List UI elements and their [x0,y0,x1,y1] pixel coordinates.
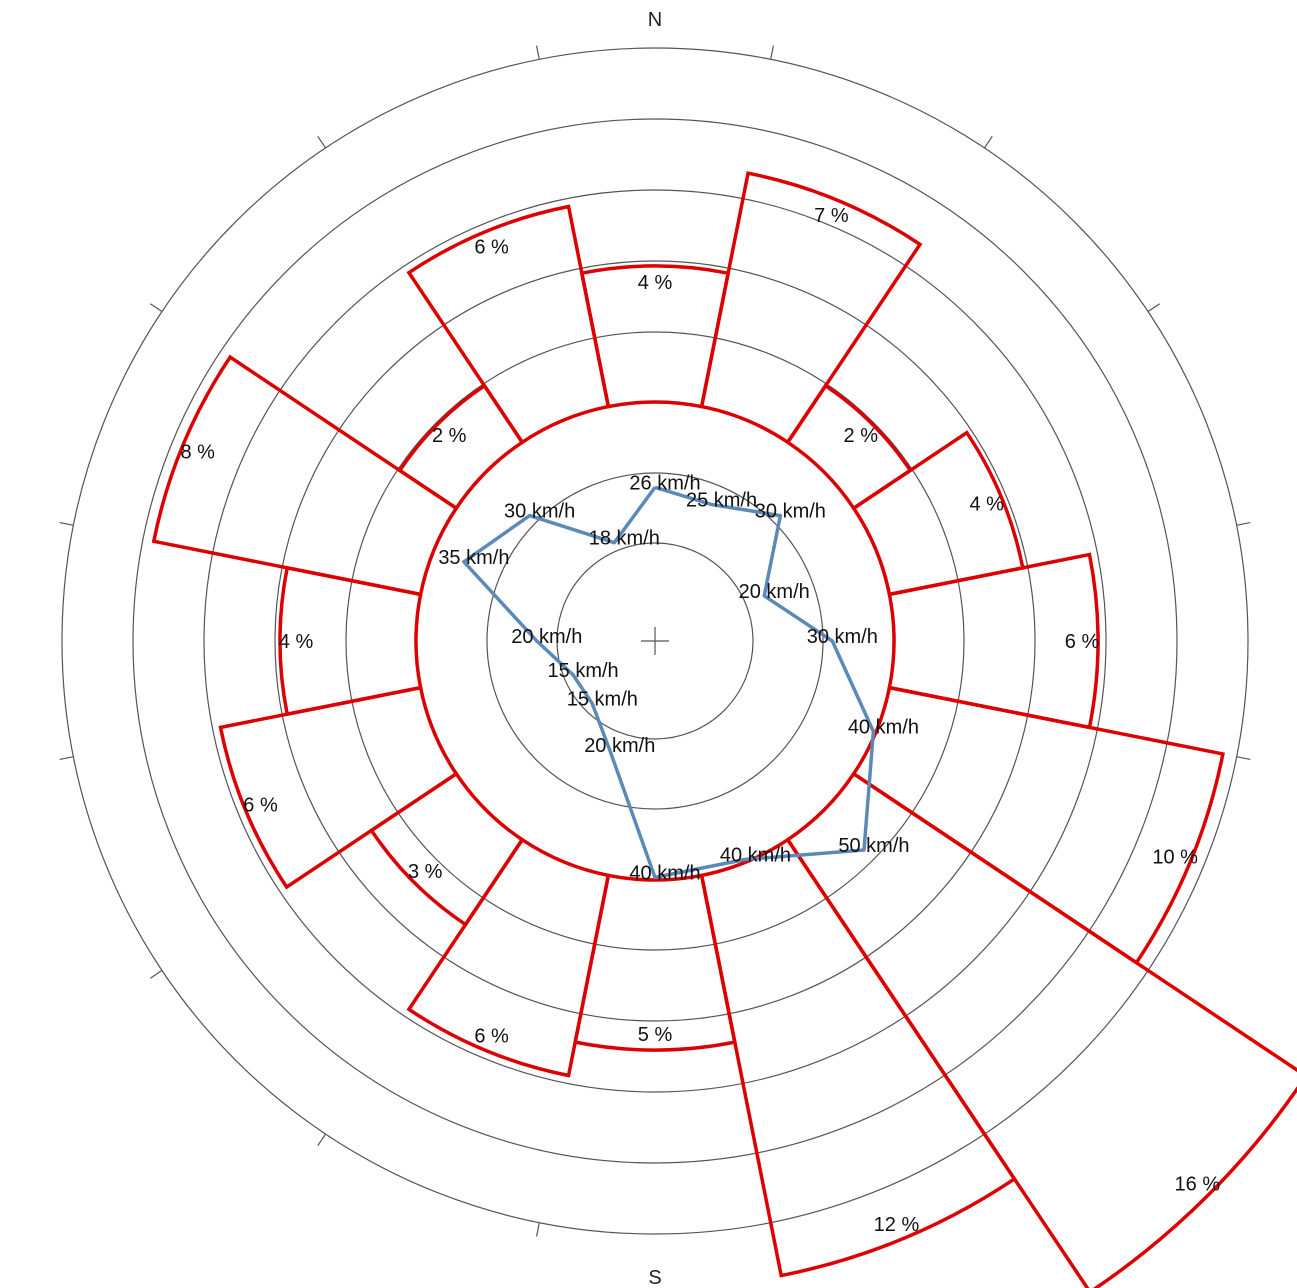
outer-tick [535,45,540,60]
outer-tick [317,1133,327,1147]
grid-ring-6 [203,189,1107,1093]
speed-label: 20 km/h [511,626,582,648]
frequency-label: 6 % [474,1025,509,1047]
outer-tick [535,1222,540,1237]
speed-label: 40 km/h [848,716,919,738]
outer-tick [983,135,993,149]
frequency-label: 16 % [1175,1173,1221,1195]
grid-ring-7 [132,118,1178,1164]
outer-tick [1236,521,1251,526]
frequency-bar [151,354,459,597]
frequency-label: 3 % [408,861,443,883]
frequency-label: 8 % [180,442,215,464]
compass-south-label: S [648,1267,661,1288]
speed-label: 15 km/h [548,660,619,682]
speed-label: 30 km/h [807,626,878,648]
outer-tick [317,135,327,149]
frequency-label: 6 % [243,794,278,816]
speed-line [462,485,876,880]
speed-label: 40 km/h [720,844,791,866]
speed-label: 35 km/h [438,547,509,569]
frequency-bar [699,171,923,445]
outer-tick [1236,756,1251,761]
grid-ring-1 [556,542,754,740]
frequency-label: 12 % [874,1214,920,1236]
speed-label: 40 km/h [629,862,700,884]
speed-label: 18 km/h [589,528,660,550]
speed-label: 25 km/h [686,489,757,511]
frequency-bar [851,685,1225,966]
compass-north-label: N [648,9,662,31]
outer-tick [1147,303,1161,313]
frequency-label: 2 % [432,425,467,447]
frequency-bar [369,771,525,927]
outer-tick [59,756,74,761]
frequency-label: 6 % [1065,631,1100,653]
frequency-label: 4 % [638,272,673,294]
frequency-label: 10 % [1152,846,1198,868]
speed-polyline [462,485,876,880]
outer-tick [770,45,775,60]
speed-label: 30 km/h [504,501,575,523]
speed-label: 15 km/h [567,689,638,711]
frequency-bar [785,771,1297,1288]
grid-ring-4 [345,331,965,951]
frequency-bar [406,837,611,1078]
speed-label: 50 km/h [838,835,909,857]
speed-label: 20 km/h [739,581,810,603]
speed-label: 20 km/h [584,735,655,757]
frequency-label: 2 % [844,425,879,447]
frequency-label: 7 % [814,205,849,227]
grid-ring-2 [486,472,824,810]
outer-tick [149,969,163,979]
speed-label: 30 km/h [755,501,826,523]
grid-ring-8 [61,47,1249,1235]
speed-label: 26 km/h [629,472,700,494]
grid-ring-5 [274,260,1036,1022]
frequency-label: 4 % [279,631,314,653]
frequency-label: 5 % [638,1024,673,1046]
outer-tick [59,521,74,526]
polar-grid [59,45,1251,1237]
frequency-bar [218,685,459,890]
frequency-bar [406,204,611,445]
frequency-bar [699,837,1017,1278]
frequency-label: 4 % [969,494,1004,516]
frequency-label: 6 % [474,237,509,259]
data-labels: 4 % 26 km/h 7 % 25 km/h 2 % 30 km/h 4 % 20 km/h… [180,205,1220,1236]
outer-tick [149,303,163,313]
